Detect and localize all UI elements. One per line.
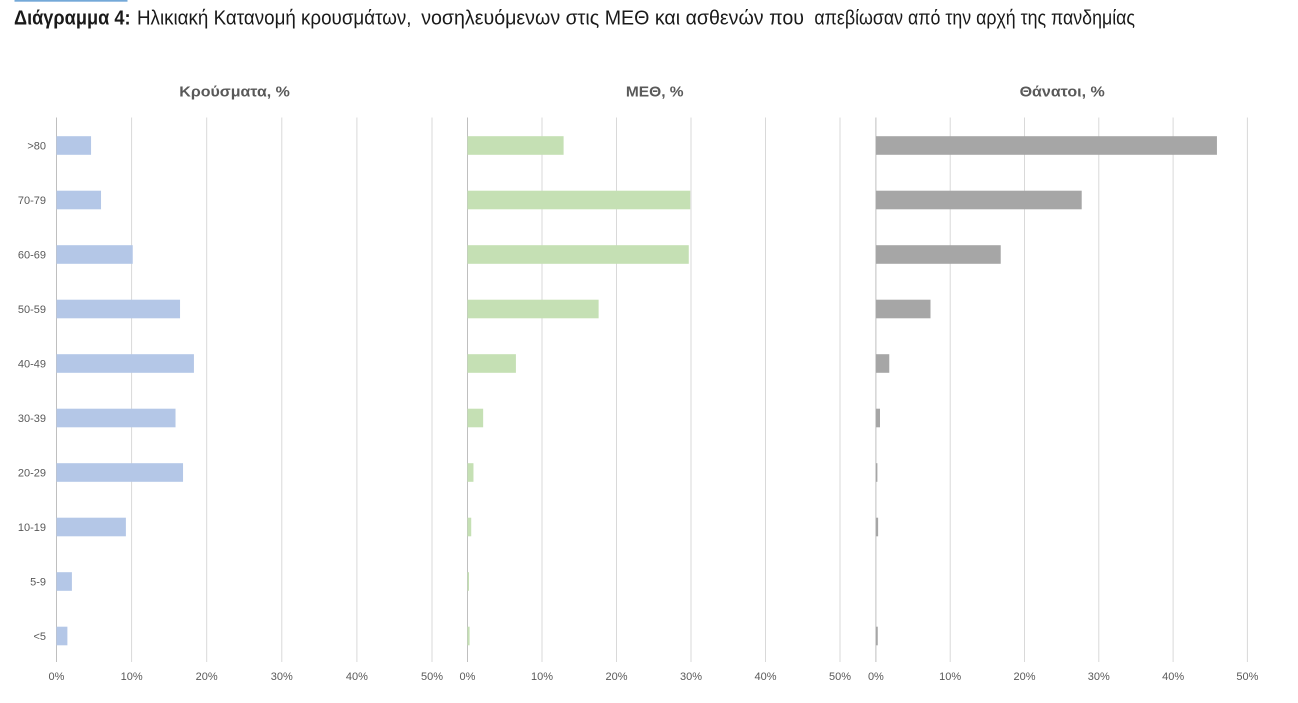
svg-text:30-39: 30-39	[18, 413, 46, 425]
svg-text:30%: 30%	[680, 671, 702, 683]
svg-text:0%: 0%	[460, 671, 476, 683]
svg-text:νοσηλευόμενων στις ΜΕΘ και ασθ: νοσηλευόμενων στις ΜΕΘ και ασθενών που	[421, 7, 804, 30]
svg-text:40%: 40%	[1162, 671, 1184, 683]
svg-text:40%: 40%	[346, 671, 368, 683]
svg-text:50%: 50%	[421, 671, 443, 683]
svg-text:Κρούσματα, %: Κρούσματα, %	[179, 84, 290, 101]
svg-text:Διάγραμμα 4:: Διάγραμμα 4:	[14, 7, 131, 30]
svg-text:10%: 10%	[121, 671, 143, 683]
svg-text:20%: 20%	[1013, 671, 1035, 683]
svg-text:>80: >80	[27, 141, 46, 153]
svg-text:Θάνατοι, %: Θάνατοι, %	[1020, 84, 1105, 101]
svg-text:50-59: 50-59	[18, 304, 46, 316]
svg-text:0%: 0%	[868, 671, 884, 683]
svg-text:50%: 50%	[1236, 671, 1258, 683]
svg-text:10%: 10%	[939, 671, 961, 683]
svg-text:10-19: 10-19	[18, 522, 46, 534]
svg-text:<5: <5	[33, 631, 46, 643]
svg-text:30%: 30%	[1088, 671, 1110, 683]
svg-text:70-79: 70-79	[18, 195, 46, 207]
svg-text:10%: 10%	[531, 671, 553, 683]
svg-text:0%: 0%	[49, 671, 65, 683]
svg-text:απεβίωσαν από την αρχή της παν: απεβίωσαν από την αρχή της πανδημίας	[814, 7, 1135, 30]
svg-text:20%: 20%	[605, 671, 627, 683]
svg-text:5-9: 5-9	[30, 577, 46, 589]
svg-text:40%: 40%	[754, 671, 776, 683]
svg-text:60-69: 60-69	[18, 250, 46, 262]
svg-text:40-49: 40-49	[18, 359, 46, 371]
svg-text:Ηλικιακή Κατανομή κρουσμάτων,: Ηλικιακή Κατανομή κρουσμάτων,	[137, 7, 412, 30]
svg-text:30%: 30%	[271, 671, 293, 683]
svg-text:50%: 50%	[829, 671, 851, 683]
svg-text:ΜΕΘ, %: ΜΕΘ, %	[626, 84, 684, 101]
svg-text:20%: 20%	[196, 671, 218, 683]
svg-text:20-29: 20-29	[18, 468, 46, 480]
